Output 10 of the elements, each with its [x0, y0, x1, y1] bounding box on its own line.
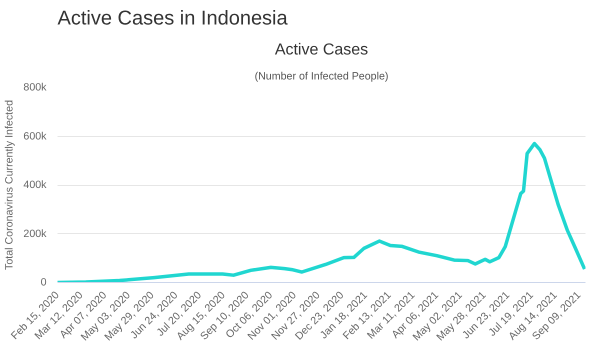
- y-tick-label: 200k: [23, 228, 48, 240]
- chart-title: Active Cases: [274, 42, 368, 58]
- y-axis-title: Total Coronavirus Currently Infected: [3, 100, 16, 270]
- y-tick-label: 800k: [23, 82, 48, 94]
- line-series: [58, 142, 586, 282]
- y-tick-label: 600k: [23, 130, 48, 142]
- y-tick-label: 0: [40, 276, 47, 288]
- y-tick-label: 400k: [23, 179, 48, 191]
- chart-subtitle: (Number of Infected People): [254, 70, 388, 82]
- text: Active Cases in Indonesia: [58, 8, 289, 30]
